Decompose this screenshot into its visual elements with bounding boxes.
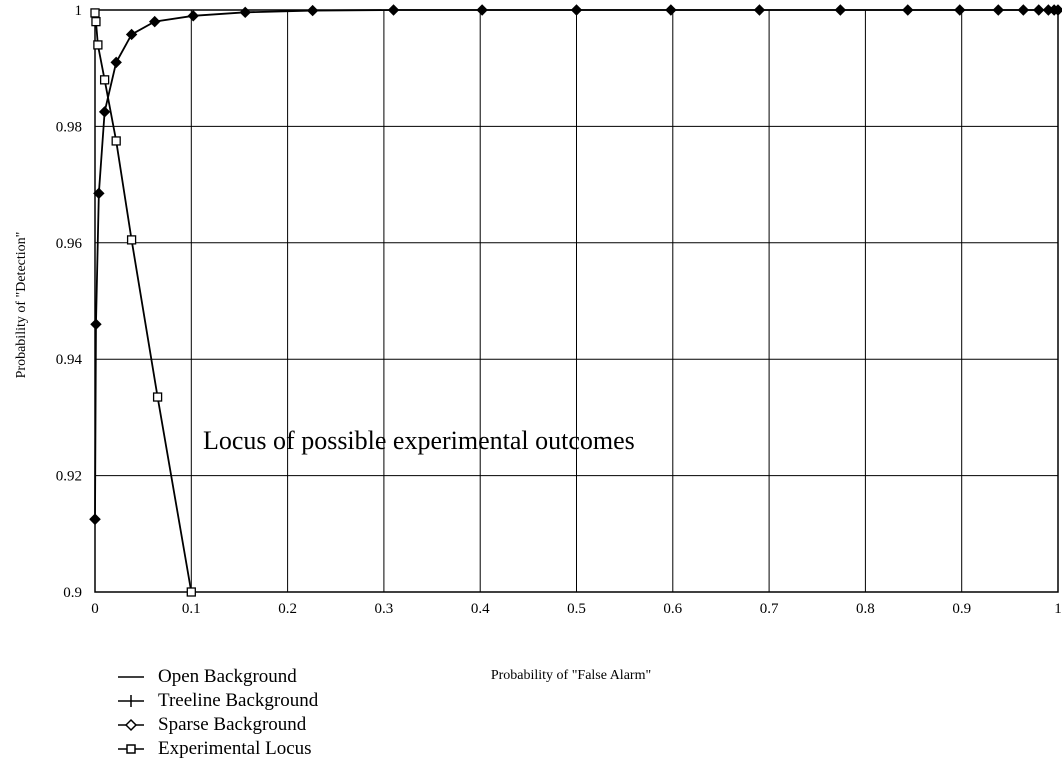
legend: Open Background Treeline Background Spar… — [116, 665, 318, 761]
experimental-locus-point — [90, 8, 100, 18]
x-tick-label: 0.4 — [471, 601, 490, 617]
experimental-locus-point — [93, 40, 103, 50]
sparse-background-point — [148, 15, 161, 28]
legend-label-open: Open Background — [158, 666, 297, 687]
y-tick-label: 1 — [75, 3, 83, 19]
locus-annotation: Locus of possible experimental outcomes — [203, 426, 635, 455]
legend-label-experimental: Experimental Locus — [158, 738, 312, 759]
sparse-background-point — [93, 187, 105, 200]
y-tick-label: 0.94 — [56, 352, 83, 368]
x-tick-label: 0.5 — [567, 601, 586, 617]
sparse-background-point — [476, 4, 488, 16]
y-axis-label: Probability of "Detection" — [14, 232, 29, 379]
x-tick-label: 0.7 — [760, 601, 779, 617]
legend-diamond-icon — [118, 718, 144, 732]
experimental-locus-point — [91, 16, 101, 27]
sparse-background-point — [89, 513, 101, 525]
legend-line-icon — [118, 676, 144, 678]
x-tick-label: 0.1 — [182, 601, 201, 617]
experimental-locus-point — [99, 75, 110, 85]
y-tick-label: 0.98 — [56, 119, 82, 135]
sparse-background-point — [954, 4, 966, 16]
legend-plus-icon — [118, 695, 144, 707]
legend-item-experimental: Experimental Locus — [116, 737, 318, 761]
x-tick-label: 0 — [91, 601, 99, 617]
y-tick-labels: 0.9 0.92 0.94 0.96 0.98 1 — [56, 3, 83, 601]
sparse-background-point — [992, 4, 1005, 16]
sparse-background-point — [665, 4, 677, 16]
experimental-locus-point — [152, 392, 163, 402]
sparse-background-point — [1033, 4, 1045, 16]
sparse-background-point — [570, 4, 583, 16]
roc-chart: 0 0.1 0.2 0.3 0.4 0.5 0.6 0.7 0.8 0.9 1 0.90.920.9… — [14, 3, 1062, 683]
sparse-background-point — [239, 6, 251, 19]
sparse-background-point — [187, 10, 199, 22]
x-axis-label: Probability of "False Alarm" — [491, 668, 651, 683]
grid — [94, 9, 1059, 593]
experimental-locus-point — [111, 136, 121, 146]
x-tick-labels: 0 0.1 0.2 0.3 0.4 0.5 0.6 0.7 0.8 0.9 1 — [91, 601, 1062, 617]
sparse-background-point — [306, 4, 319, 17]
x-tick-label: 0.3 — [375, 601, 394, 617]
legend-item-sparse: Sparse Background — [116, 713, 318, 737]
x-tick-label: 0.2 — [278, 601, 297, 617]
y-tick-label: 0.9 — [63, 585, 82, 601]
x-tick-label: 1 — [1054, 601, 1062, 617]
sparse-background-point — [98, 106, 111, 118]
sparse-background-point — [1052, 4, 1062, 16]
x-tick-label: 0.9 — [952, 601, 971, 617]
sparse-background-point — [1017, 4, 1030, 16]
legend-label-treeline: Treeline Background — [158, 690, 319, 711]
legend-item-open: Open Background — [116, 665, 318, 689]
series-layer — [89, 4, 1062, 597]
x-tick-label: 0.8 — [856, 601, 875, 617]
y-tick-label: 0.96 — [56, 236, 83, 252]
legend-item-treeline: Treeline Background — [116, 689, 318, 713]
sparse-background-point — [387, 4, 400, 16]
sparse-background-point — [125, 28, 138, 41]
experimental-locus-line — [94, 12, 193, 593]
experimental-locus-point — [186, 587, 196, 597]
sparse-background-point — [110, 56, 122, 69]
legend-label-sparse: Sparse Background — [158, 714, 307, 735]
sparse-background-point — [753, 4, 766, 16]
y-tick-label: 0.92 — [56, 469, 82, 485]
sparse-background-point — [834, 4, 847, 16]
sparse-background-point — [90, 318, 102, 330]
legend-square-icon — [118, 744, 144, 754]
experimental-locus-point — [126, 235, 137, 245]
sparse-background-point — [902, 4, 914, 16]
x-tick-label: 0.6 — [663, 601, 682, 617]
